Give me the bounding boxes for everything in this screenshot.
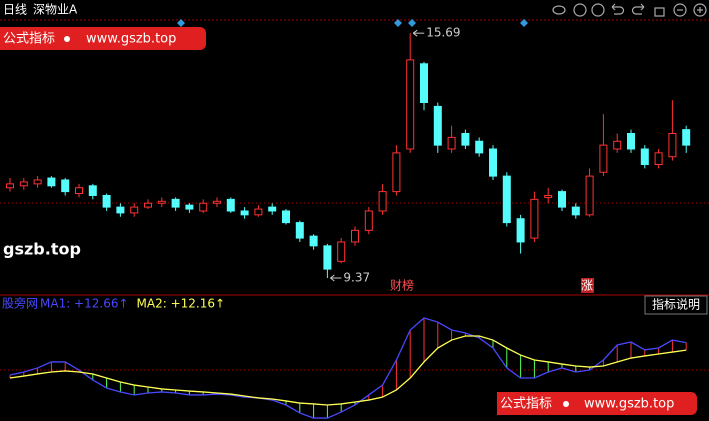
candle-body	[337, 241, 346, 262]
event-diamond[interactable]	[177, 19, 185, 27]
watermark-side: gszb.top	[3, 240, 81, 259]
indicator-line	[9, 335, 687, 406]
toolbar[interactable]	[552, 3, 707, 17]
candle-body	[171, 198, 180, 208]
event-markers	[177, 19, 528, 27]
watermark-url: www.gszb.top	[584, 397, 674, 412]
candle-body	[613, 140, 622, 150]
annotation-arrow	[330, 274, 335, 282]
play-icon[interactable]	[591, 3, 605, 17]
candle-body	[295, 222, 304, 239]
candle-body	[88, 185, 97, 196]
candle-body	[47, 177, 56, 187]
watermark-name: 公式指标	[500, 397, 552, 412]
candle-body	[516, 218, 525, 243]
event-diamond[interactable]	[408, 19, 416, 27]
event-diamond[interactable]	[520, 19, 528, 27]
plot: 15.69 9.37	[6, 26, 691, 419]
redo-icon[interactable]	[631, 3, 645, 15]
candle-body	[213, 200, 221, 204]
candle-body	[599, 144, 608, 173]
candle-body	[530, 198, 539, 239]
candle-body	[102, 194, 111, 208]
candle-body	[61, 179, 70, 193]
candle-body	[75, 187, 83, 195]
minus-icon[interactable]	[673, 3, 687, 17]
candle-body	[461, 133, 470, 146]
candle-body	[157, 200, 166, 204]
candle-body	[6, 183, 14, 189]
candle-body	[682, 129, 691, 146]
candle-body	[364, 210, 373, 231]
annotation-label: 9.37	[343, 270, 370, 284]
watermark-bg	[497, 392, 697, 415]
candle-body	[668, 133, 677, 158]
undo-icon[interactable]	[611, 3, 625, 15]
candle-body	[627, 133, 635, 150]
candle-body	[558, 191, 566, 208]
candle-body	[144, 202, 152, 208]
rise-marker[interactable]: 涨	[581, 278, 593, 293]
candle-body	[585, 175, 594, 216]
event-diamond[interactable]	[394, 19, 402, 27]
circle-icon[interactable]	[573, 3, 587, 17]
annotation-label: 15.69	[426, 26, 460, 40]
candle-body	[19, 181, 28, 187]
legend-entry: MA2: +12.16↑	[137, 297, 226, 311]
lock-icon[interactable]	[654, 7, 665, 17]
candle-body	[378, 191, 387, 212]
period: 日线	[3, 3, 27, 17]
news-marker[interactable]: 财榜	[390, 278, 414, 293]
candle-body	[544, 194, 553, 198]
watermark-bg	[0, 27, 206, 50]
candle-body	[116, 206, 125, 214]
watermark-name: 公式指标	[3, 32, 55, 47]
candle-body	[489, 148, 497, 177]
candle-body	[447, 136, 456, 150]
candle-body	[571, 206, 580, 216]
candle-body	[254, 208, 263, 216]
plus-lines	[697, 7, 703, 13]
candle-body	[268, 206, 277, 212]
stock-name: 深物业A	[33, 3, 78, 17]
candle-body	[420, 63, 428, 104]
candle-body	[323, 245, 332, 270]
indicator-help-button[interactable]	[644, 295, 708, 315]
watermark-dot	[563, 401, 569, 407]
candle-body	[33, 179, 42, 185]
candle-body	[640, 148, 649, 165]
watermark-top: 公式指标 www.gszb.top	[0, 27, 206, 50]
rise-marker-bg	[581, 278, 594, 293]
watermark-url: www.gszb.top	[86, 32, 176, 47]
candle-body	[654, 152, 663, 165]
candle-body	[185, 204, 194, 210]
legend-entry: MA1: +12.66↑	[40, 297, 129, 311]
candle-body	[240, 210, 249, 216]
watermark-dot	[64, 36, 70, 42]
indicator-help-label[interactable]: 指标说明	[652, 297, 700, 312]
plus-icon[interactable]	[693, 3, 707, 17]
candle-body	[502, 175, 511, 224]
candle-body	[282, 210, 290, 224]
indicator-line	[9, 317, 687, 419]
candle-body	[475, 140, 484, 154]
candle-body	[433, 105, 442, 146]
candle-body	[392, 152, 401, 193]
candle-body	[406, 59, 415, 150]
watermark-bottom: 公式指标 www.gszb.top	[497, 392, 697, 415]
annotation-arrow	[412, 29, 418, 37]
candle-body	[226, 198, 235, 212]
candle-body	[351, 229, 359, 243]
candle-body	[130, 206, 139, 214]
indicator-title: 股旁网	[2, 296, 38, 311]
eye-icon[interactable]	[552, 5, 566, 15]
candle-body	[309, 235, 318, 247]
candle-body	[199, 202, 208, 212]
